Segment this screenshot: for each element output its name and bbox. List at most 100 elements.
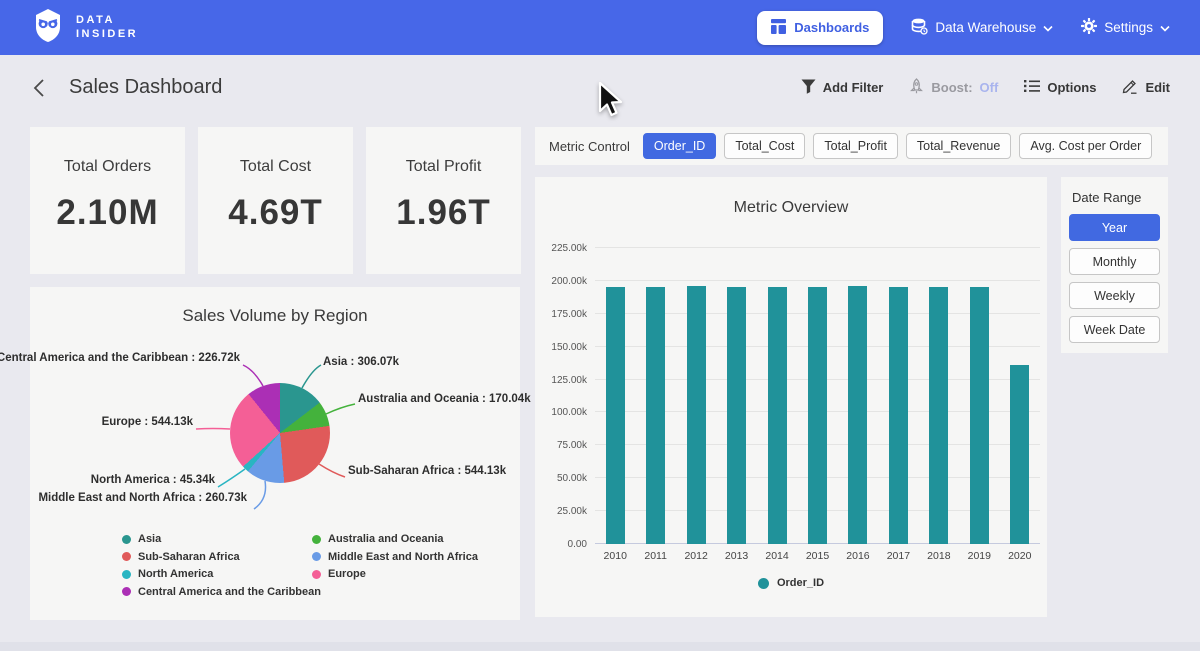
x-tick-label: 2015 [805, 550, 830, 562]
add-filter-button[interactable]: Add Filter [801, 79, 883, 97]
pie-leader-line [325, 403, 356, 415]
bar-2010[interactable] [605, 286, 625, 544]
database-icon [911, 18, 929, 38]
data-warehouse-label: Data Warehouse [935, 20, 1037, 35]
date-range-panel: Date Range Year Monthly Weekly Week Date [1061, 177, 1168, 353]
metric-button-avg-cost-per-order[interactable]: Avg. Cost per Order [1019, 133, 1153, 159]
pie-legend-item-europe[interactable]: Europe [312, 568, 478, 580]
bar-chart-title: Metric Overview [733, 199, 849, 216]
legend-label: Order_ID [776, 577, 825, 589]
y-tick-label: 0.00 [567, 539, 587, 550]
sales-volume-chart-panel: Sales Volume by Region Asia : 306.07k Aus… [0, 287, 531, 620]
metric-overview-chart-panel: Metric Overview 0.00 25.00k 50.00k 75.00k 10… [535, 177, 1047, 617]
brand-line1: DATA [76, 14, 115, 26]
chevron-down-icon [1160, 20, 1170, 35]
bar-2019[interactable] [969, 286, 989, 544]
legend-label: Australia and Oceania [328, 533, 444, 545]
pie-legend-item-central-america-and-the-caribbean[interactable]: Central America and the Caribbean [122, 586, 321, 598]
metric-button-total-cost[interactable]: Total_Cost [724, 133, 806, 159]
bar-2011[interactable] [646, 287, 666, 544]
date-range-button-year[interactable]: Year [1069, 214, 1160, 241]
date-range-button-monthly[interactable]: Monthly [1069, 248, 1160, 275]
metric-buttons: Order_ID Total_Cost Total_Profit Total_Reve… [642, 133, 1153, 159]
settings-menu[interactable]: Settings [1081, 18, 1170, 37]
pie-legend-item-middle-east-and-north-africa[interactable]: Middle East and North Africa [312, 551, 478, 563]
pencil-icon [1122, 78, 1138, 97]
legend-dot [122, 534, 131, 544]
bar-2014[interactable] [767, 286, 787, 544]
dashboards-grid-icon [771, 18, 787, 37]
bar-2016[interactable] [848, 285, 868, 544]
date-range-button-week-date[interactable]: Week Date [1069, 316, 1160, 343]
data-warehouse-menu[interactable]: Data Warehouse [911, 18, 1053, 38]
boost-status-badge: Off [979, 80, 999, 95]
list-options-icon [1024, 79, 1041, 96]
bar-2017[interactable] [888, 286, 908, 544]
pie-legend-column-1: Asia Sub-Saharan Africa North America Ce… [122, 533, 321, 603]
x-tick-label: 2012 [684, 550, 708, 562]
legend-label: North America [138, 568, 214, 580]
pie-leader-line [195, 427, 231, 430]
boost-toggle[interactable]: Boost: Off [909, 78, 998, 97]
kpi-label: Total Profit [405, 158, 482, 175]
pie-legend-item-sub-saharan-africa[interactable]: Sub-Saharan Africa [122, 551, 321, 563]
bar-slot [716, 248, 756, 544]
legend-label: Europe [328, 568, 366, 580]
pie-chart[interactable] [230, 383, 330, 483]
pie-callout-sub-saharan-africa: Sub-Saharan Africa : 544.13k [348, 465, 507, 477]
y-tick-label: 175.00k [551, 308, 587, 320]
pie-legend-column-2: Australia and Oceania Middle East and No… [312, 533, 478, 586]
bar-2013[interactable] [727, 287, 747, 544]
metric-control-bar: Metric Control Order_ID Total_Cost Total_P… [535, 127, 1168, 165]
bar-slot [635, 248, 675, 544]
dashboards-label: Dashboards [794, 20, 870, 35]
pie-callout-north-america: North America : 45.34k [90, 474, 215, 486]
bar-chart-x-axis: 2010 2011 2012 2013 2014 2015 2016 2017 2018 2019… [595, 550, 1040, 562]
legend-dot [312, 569, 321, 579]
kpi-value: 2.10M [56, 193, 159, 232]
navbar: DATA INSIDER Dashboards [0, 0, 1200, 55]
bar-slot [919, 248, 959, 544]
dashboards-button[interactable]: Dashboards [757, 10, 884, 45]
x-tick-label: 2010 [603, 550, 627, 562]
pie-legend-item-north-america[interactable]: North America [122, 568, 321, 580]
kpi-card-total-profit: Total Profit 1.96T [366, 127, 521, 274]
filter-icon [801, 79, 816, 97]
bar-chart-legend: Order_ID [535, 577, 1047, 589]
bar-2012[interactable] [686, 285, 706, 544]
edit-button[interactable]: Edit [1122, 78, 1170, 97]
pie-leader-line [301, 364, 322, 389]
pie-callout-australia-and-oceania: Australia and Oceania : 170.04k [358, 393, 531, 405]
pie-legend-item-asia[interactable]: Asia [122, 533, 321, 545]
metric-button-total-profit[interactable]: Total_Profit [813, 133, 898, 159]
date-range-button-weekly[interactable]: Weekly [1069, 282, 1160, 309]
pie-legend-item-australia-and-oceania[interactable]: Australia and Oceania [312, 533, 478, 545]
x-tick-label: 2019 [967, 550, 991, 562]
legend-dot [122, 587, 131, 596]
options-button[interactable]: Options [1024, 79, 1096, 96]
y-tick-label: 150.00k [551, 341, 587, 353]
page-header: Sales Dashboard Add Filter Boost: Off [0, 55, 1200, 120]
pie-callout-europe: Europe : 544.13k [101, 416, 193, 428]
legend-dot [122, 569, 131, 579]
metric-button-total-revenue[interactable]: Total_Revenue [905, 133, 1012, 159]
legend-dot [312, 534, 321, 544]
bar-2015[interactable] [807, 287, 827, 544]
bar-2020[interactable] [1010, 364, 1030, 544]
pie-chart-title: Sales Volume by Region [182, 306, 368, 325]
bar-slot [676, 248, 716, 544]
bar-2018[interactable] [929, 286, 949, 544]
pie-leader-line [217, 468, 246, 488]
page-title: Sales Dashboard [69, 76, 223, 98]
pie-leader-line [318, 463, 346, 478]
metric-button-order-id[interactable]: Order_ID [642, 133, 717, 159]
back-button[interactable] [30, 76, 47, 100]
brand-logo[interactable]: DATA INSIDER [30, 7, 138, 48]
bar-slot [1000, 248, 1040, 544]
rocket-icon [909, 78, 924, 97]
legend-label: Asia [138, 533, 162, 545]
bar-chart-plot [595, 248, 1040, 544]
legend-dot [312, 552, 321, 561]
y-tick-label: 125.00k [551, 374, 587, 386]
kpi-label: Total Cost [239, 158, 312, 175]
